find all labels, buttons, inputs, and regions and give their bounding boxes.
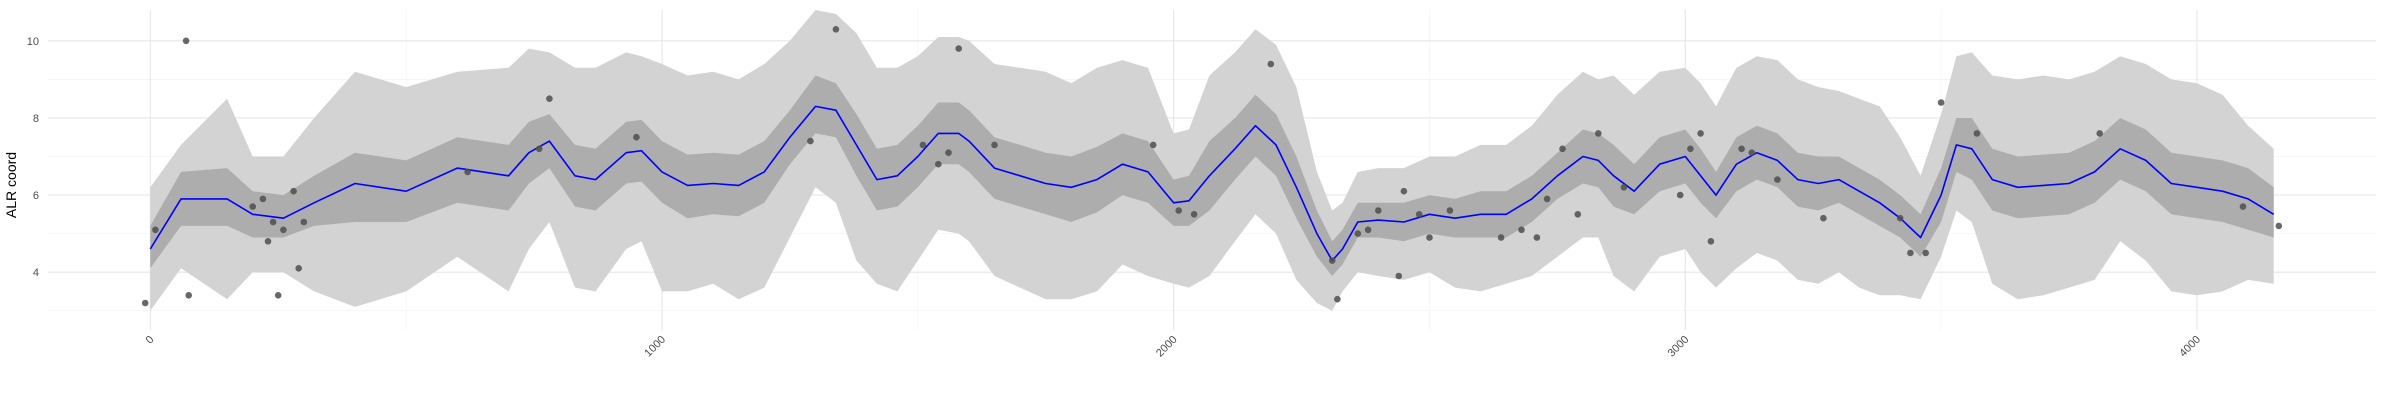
observation-point: [991, 141, 998, 149]
observation-point: [1328, 257, 1336, 264]
observation-point: [919, 141, 927, 149]
observation-point: [633, 133, 640, 141]
observation-point: [945, 149, 952, 156]
observation-point: [546, 95, 553, 102]
observation-point: [290, 187, 297, 195]
observation-point: [1676, 191, 1684, 199]
y-tick-label: 10: [27, 36, 39, 48]
observation-point: [1497, 234, 1505, 241]
observation-point: [1922, 249, 1929, 257]
observation-point: [1907, 249, 1914, 257]
observation-point: [1364, 226, 1372, 234]
observation-point: [832, 26, 840, 33]
mean-line-layer: [149, 105, 2275, 262]
observation-point: [1574, 211, 1582, 218]
observation-point: [1533, 234, 1541, 241]
y-tick-labels: 4 6 8 10: [27, 36, 39, 279]
observation-point: [141, 299, 149, 307]
observation-point: [955, 45, 962, 52]
observation-point: [1267, 60, 1275, 68]
observation-point: [464, 168, 471, 176]
observation-point: [249, 203, 256, 210]
observation-point: [1687, 145, 1694, 153]
observation-point: [274, 292, 282, 299]
y-axis-title: ALR coord: [3, 152, 19, 218]
y-tick-label: 6: [33, 190, 39, 202]
observation-point: [1697, 130, 1704, 137]
observation-point: [1395, 272, 1403, 280]
observation-point: [935, 160, 942, 168]
observation-point: [1707, 238, 1715, 245]
observation-point: [280, 226, 287, 234]
observation-point: [295, 265, 303, 272]
observation-point: [1748, 149, 1756, 156]
observation-point: [1190, 211, 1198, 218]
inner-credible-band: [150, 75, 2274, 276]
observation-point: [152, 226, 159, 234]
observation-point: [1738, 145, 1745, 153]
y-tick-label: 8: [33, 113, 39, 125]
observation-point: [182, 37, 190, 45]
observation-point: [264, 238, 272, 245]
observation-point: [1559, 145, 1566, 153]
observation-point: [259, 195, 267, 203]
y-tick-label: 4: [33, 267, 39, 279]
observation-point: [1375, 207, 1382, 214]
observation-point: [807, 137, 814, 145]
observation-point: [1518, 226, 1525, 234]
observation-point: [535, 145, 543, 153]
observation-point: [1973, 130, 1981, 137]
observation-point: [1400, 187, 1408, 195]
observation-points: [141, 26, 2283, 307]
observation-point: [1595, 130, 1602, 137]
observation-point: [1149, 141, 1157, 149]
observation-point: [1937, 99, 1945, 106]
observation-point: [2239, 203, 2247, 210]
observation-point: [269, 218, 277, 226]
observation-point: [1896, 214, 1904, 222]
observation-point: [1426, 234, 1433, 241]
observation-point: [1334, 295, 1341, 303]
confidence-bands: [150, 10, 2274, 311]
observation-point: [2096, 130, 2103, 137]
observation-point: [1543, 195, 1551, 203]
observation-point: [2275, 222, 2283, 230]
observation-point: [1175, 207, 1182, 214]
observation-point: [300, 218, 308, 226]
observation-point: [185, 292, 192, 299]
mean-line: [149, 105, 2275, 262]
observation-point: [1620, 184, 1628, 191]
observation-point: [1820, 214, 1827, 222]
observation-point: [1774, 176, 1781, 183]
observation-point: [1354, 230, 1362, 237]
observation-point: [1415, 211, 1423, 218]
observation-point: [1446, 207, 1454, 214]
